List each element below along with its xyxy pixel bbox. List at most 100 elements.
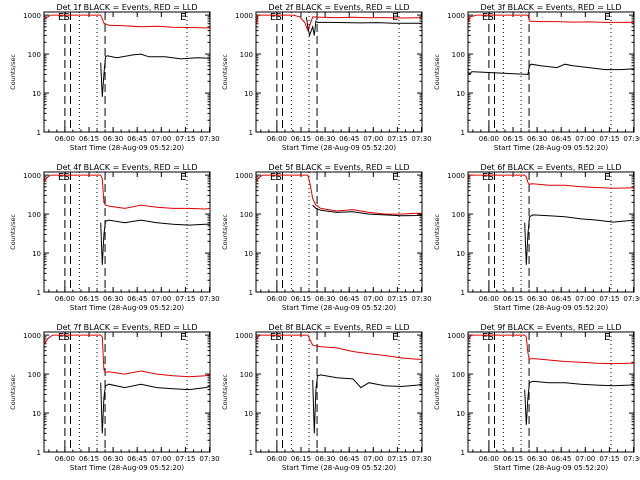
series-line-events [312,204,422,217]
time-marker-label: E [270,172,276,183]
panel-title: Det 4f BLACK = Events, RED = LLD [56,163,197,172]
panel-title: Det 1f BLACK = Events, RED = LLD [56,3,197,12]
time-marker-label: E [58,172,64,183]
x-tick-label: 07:30 [199,295,219,303]
y-axis-label: Counts/sec [9,54,17,90]
x-tick-label: 07:00 [363,135,383,143]
x-tick-label: 06:00 [267,295,287,303]
panel-title: Det 6f BLACK = Events, RED = LLD [480,163,621,172]
x-tick-label: 07:30 [623,135,640,143]
x-tick-label: 06:00 [479,455,499,463]
plot-frame [43,171,211,293]
time-marker-label: S [276,12,282,23]
plot-frame [255,331,423,453]
x-tick-label: 07:15 [599,455,619,463]
x-tick-label: 06:45 [127,135,147,143]
x-tick-label: 07:00 [575,135,595,143]
series-line-lld [256,334,422,360]
plot-frame [255,171,423,293]
series-line-events [468,63,634,76]
time-marker-label: E [58,12,64,23]
panel-title: Det 9f BLACK = Events, RED = LLD [480,323,621,332]
x-tick-label: 07:15 [599,135,619,143]
y-tick-label: 1 [37,289,41,297]
time-marker-label: E [482,332,488,343]
y-tick-label: 1000 [23,332,41,340]
x-tick-label: 06:15 [79,295,99,303]
x-tick-label: 06:15 [503,455,523,463]
x-tick-label: 06:15 [291,295,311,303]
panel-det-5f: Det 5f BLACK = Events, RED = LLD 1 10 100 10… [221,163,432,312]
x-tick-label: 06:15 [291,135,311,143]
x-tick-label: 07:00 [151,295,171,303]
x-tick-label: 06:30 [527,455,547,463]
x-tick-label: 06:15 [79,135,99,143]
time-marker-label: S [488,172,494,183]
series-line-events [100,382,210,434]
time-marker-label: S [64,172,70,183]
y-axis-label: Counts/sec [433,214,441,250]
x-tick-label: 06:30 [527,135,547,143]
y-tick-label: 10 [244,250,253,258]
panel-title: Det 8f BLACK = Events, RED = LLD [268,323,409,332]
x-tick-label: 07:30 [623,455,640,463]
y-tick-label: 100 [452,51,465,59]
series-line-lld [44,334,210,378]
y-tick-label: 10 [456,90,465,98]
y-tick-label: 1 [249,289,253,297]
y-tick-label: 1 [461,289,465,297]
x-tick-label: 06:00 [267,135,287,143]
x-tick-label: 06:30 [315,455,335,463]
y-tick-label: 100 [452,211,465,219]
x-axis-label: Start Time (28-Aug-09 05:52:20) [494,144,608,152]
panel-det-6f: Det 6f BLACK = Events, RED = LLD 1 10 100 10… [433,163,640,312]
y-tick-label: 1000 [447,172,465,180]
x-tick-label: 07:30 [411,455,431,463]
y-tick-label: 1000 [235,12,253,20]
time-marker-label: E [180,332,186,343]
x-tick-label: 06:00 [479,295,499,303]
y-tick-label: 1000 [23,12,41,20]
plot-frame [467,171,635,293]
y-tick-label: 10 [244,90,253,98]
x-tick-label: 07:00 [363,455,383,463]
y-axis-label: Counts/sec [433,54,441,90]
y-tick-label: 10 [32,90,41,98]
x-axis-label: Start Time (28-Aug-09 05:52:20) [70,304,184,312]
time-marker-label: S [276,172,282,183]
x-tick-label: 06:00 [55,135,75,143]
x-axis-label: Start Time (28-Aug-09 05:52:20) [70,144,184,152]
x-tick-label: 06:45 [551,295,571,303]
time-marker-label: E [604,172,610,183]
x-tick-label: 07:30 [199,135,219,143]
time-marker-label: E [180,172,186,183]
time-marker-label: E [604,332,610,343]
series-line-lld [468,14,634,23]
y-axis-label: Counts/sec [221,54,229,90]
y-tick-label: 100 [240,371,253,379]
x-tick-label: 06:45 [127,295,147,303]
y-tick-label: 10 [456,250,465,258]
time-marker-label: E [482,172,488,183]
panel-title: Det 5f BLACK = Events, RED = LLD [268,163,409,172]
panel-title: Det 2f BLACK = Events, RED = LLD [268,3,409,12]
y-axis-label: Counts/sec [221,214,229,250]
y-tick-label: 10 [244,410,253,418]
time-marker-label: E [270,332,276,343]
y-axis-label: Counts/sec [433,374,441,410]
series-line-lld [468,334,634,365]
series-line-lld [44,14,210,29]
time-marker-label: E [58,332,64,343]
y-tick-label: 1000 [235,172,253,180]
x-tick-label: 06:00 [479,135,499,143]
panel-det-2f: Det 2f BLACK = Events, RED = LLD 1 10 100 10… [221,3,432,152]
x-tick-label: 06:30 [103,295,123,303]
time-marker-label: S [488,12,494,23]
x-tick-label: 06:45 [339,455,359,463]
y-tick-label: 1000 [235,332,253,340]
x-tick-label: 07:00 [151,455,171,463]
x-tick-label: 07:00 [363,295,383,303]
series-line-events [100,53,210,97]
x-tick-label: 06:15 [503,295,523,303]
